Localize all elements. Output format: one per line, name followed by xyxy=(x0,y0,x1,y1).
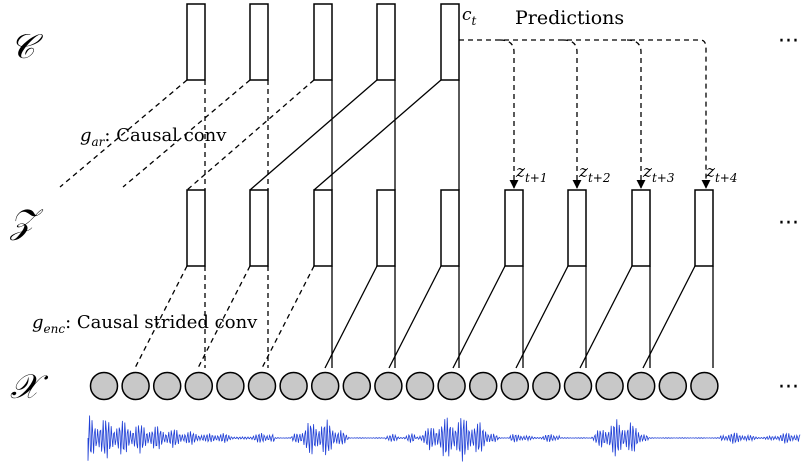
context-box-ct xyxy=(440,3,460,81)
causal-conv-links xyxy=(59,79,460,191)
z-label-t1: zt+1 xyxy=(515,162,547,185)
latent-box-future xyxy=(567,189,587,267)
context-box xyxy=(376,3,396,81)
input-sample-circle xyxy=(658,371,688,401)
z-label-t2: zt+2 xyxy=(578,162,610,185)
latent-box xyxy=(249,189,269,267)
z-label-t3: zt+3 xyxy=(642,162,675,185)
latent-box xyxy=(440,189,460,267)
latent-box xyxy=(376,189,396,267)
input-sample-circle xyxy=(405,371,435,401)
ellipsis-c: ··· xyxy=(778,29,799,54)
audio-waveform xyxy=(87,415,801,462)
row-label-z: 𝒵 xyxy=(9,202,44,242)
input-sample-circle xyxy=(374,371,403,401)
latent-box-future xyxy=(694,189,714,267)
ellipsis-z: ··· xyxy=(778,211,799,236)
ellipsis-x: ··· xyxy=(778,375,799,400)
context-box xyxy=(313,3,333,81)
latent-box-future xyxy=(504,189,524,267)
row-label-c: 𝒞 xyxy=(10,27,44,67)
gar-label: gar: Causal conv xyxy=(80,125,227,149)
input-sample-circle xyxy=(247,371,277,401)
input-sample-circle xyxy=(626,371,656,401)
input-sample-circle xyxy=(216,371,245,401)
predictions-label: Predictions xyxy=(515,7,624,29)
input-sample-circle xyxy=(563,371,593,401)
genc-label: genc: Causal strided conv xyxy=(32,312,258,336)
row-label-x: 𝒳 xyxy=(10,367,49,407)
input-sample-circle xyxy=(342,371,372,401)
latent-boxes xyxy=(186,189,714,267)
prediction-arrows xyxy=(459,39,711,189)
input-sample-circle xyxy=(437,371,466,401)
encoder-links xyxy=(134,265,714,369)
context-boxes xyxy=(186,3,460,81)
context-box xyxy=(249,3,269,81)
context-box xyxy=(186,3,206,81)
latent-box xyxy=(313,189,333,267)
z-label-t4: zt+4 xyxy=(705,162,737,185)
input-sample-circle xyxy=(121,371,150,401)
input-samples xyxy=(89,371,719,401)
input-sample-circle xyxy=(690,371,719,401)
input-sample-circle xyxy=(184,371,214,401)
input-sample-circle xyxy=(279,371,308,401)
input-sample-circle xyxy=(500,371,530,401)
input-sample-circle xyxy=(468,371,498,401)
latent-box-future xyxy=(631,189,651,267)
input-sample-circle xyxy=(89,371,119,401)
input-sample-circle xyxy=(152,371,182,401)
latent-box xyxy=(186,189,206,267)
context-label: ct xyxy=(462,5,477,28)
input-sample-circle xyxy=(532,371,561,401)
input-sample-circle xyxy=(595,371,624,401)
input-sample-circle xyxy=(310,371,340,401)
